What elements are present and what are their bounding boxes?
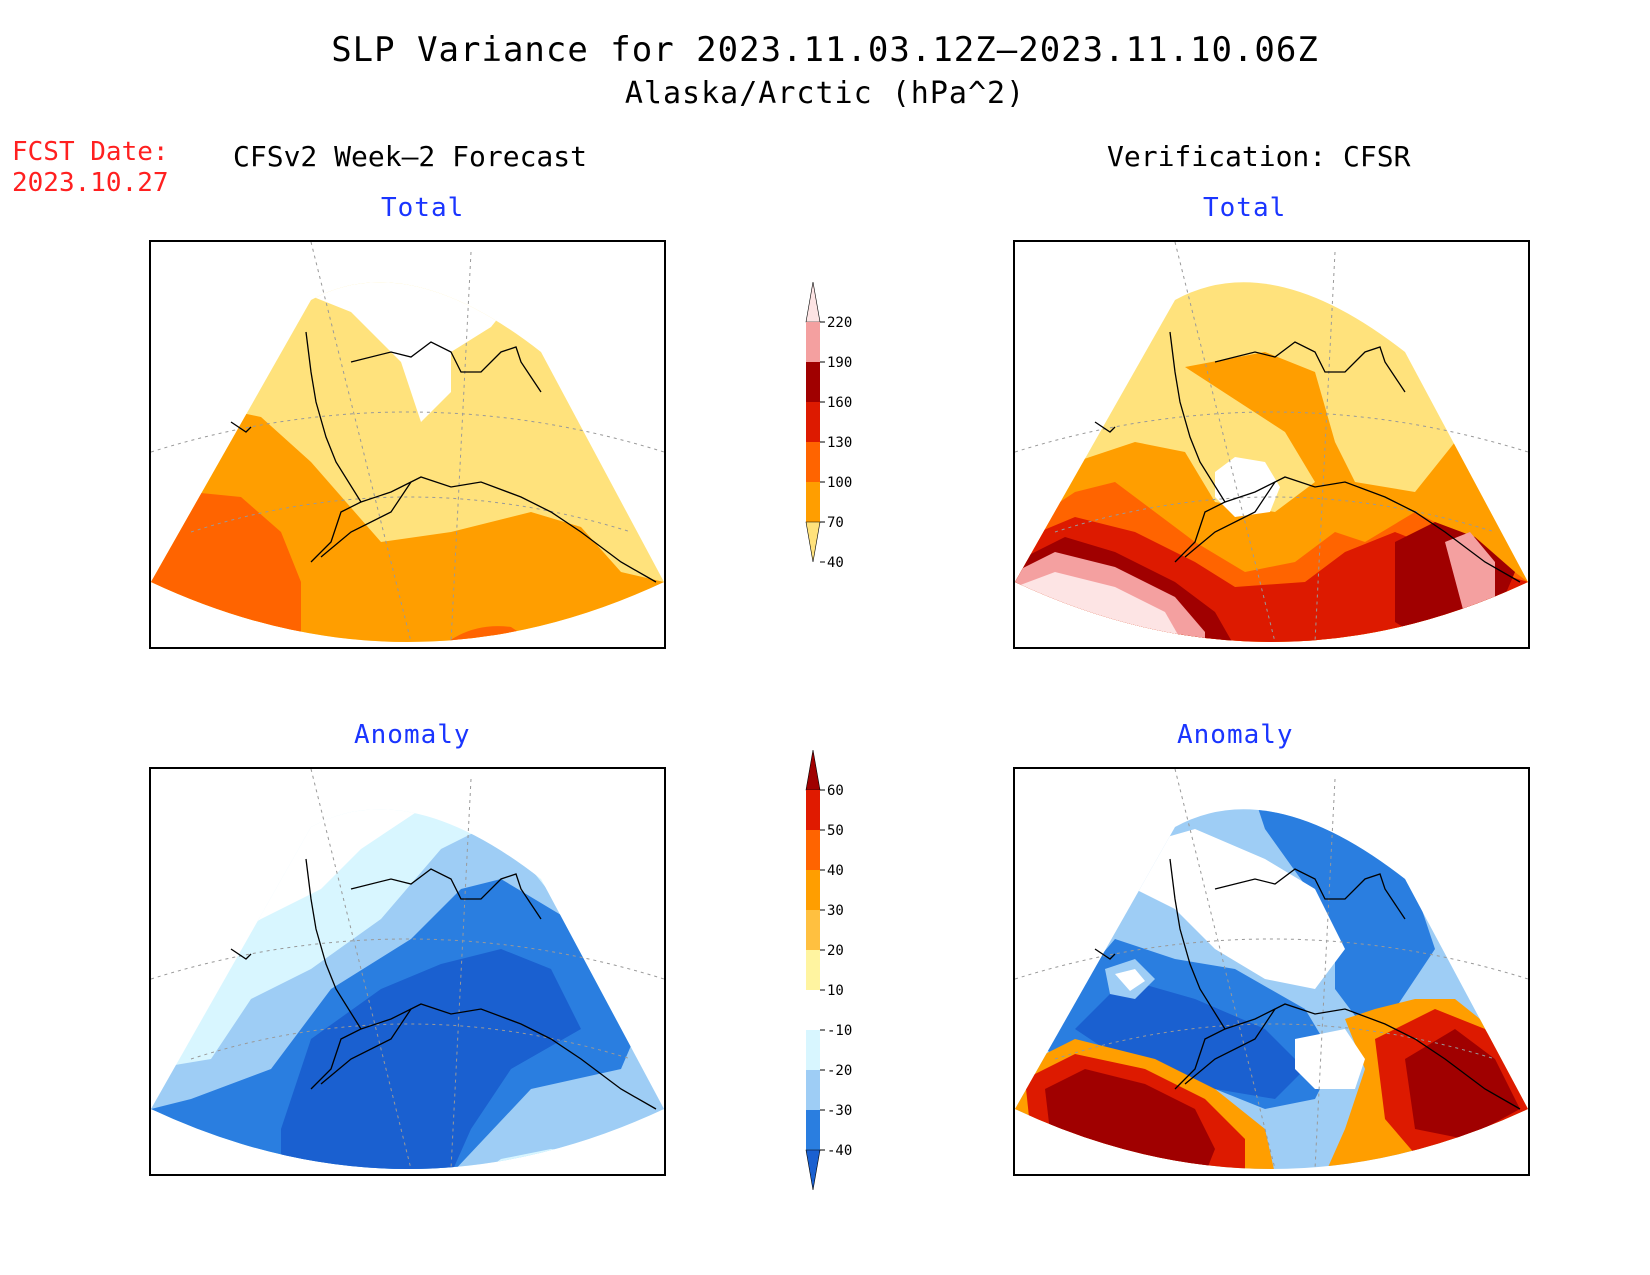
verification-total-contours <box>1015 242 1528 643</box>
colorbar-total-cap-bottom <box>805 521 821 563</box>
colorbar-total-cap-top <box>805 282 821 323</box>
colorbar-anomaly-label: 10 <box>827 983 844 999</box>
colorbar-total-swatch <box>806 362 820 402</box>
colorbar-anomaly-label: 30 <box>827 903 844 919</box>
map-forecast-total <box>149 240 666 649</box>
colorbar-anomaly-swatch <box>806 1030 820 1070</box>
map-verification-anomaly <box>1013 767 1530 1176</box>
verification-anomaly-contours <box>1015 769 1528 1170</box>
colorbar-anomaly-swatch <box>806 1070 820 1110</box>
colorbar-anomaly-swatch <box>806 830 820 870</box>
figure-subtitle: Alaska/Arctic (hPa^2) <box>624 76 1026 111</box>
colorbar-anomaly-label: 50 <box>827 823 844 839</box>
colorbar-anomaly-swatch <box>806 990 820 1030</box>
fcst-date-label: FCST Date: <box>12 137 169 167</box>
colorbar-total-label: 70 <box>827 515 844 531</box>
colorbar-anomaly-swatch <box>806 950 820 990</box>
colorbar-anomaly-cap-bottom <box>805 1149 821 1191</box>
colorbar-total-swatch <box>806 402 820 442</box>
forecast-total-contours <box>151 242 664 643</box>
fcst-date-block: FCST Date: 2023.10.27 <box>12 137 169 199</box>
colorbar-anomaly: 60 50 40 30 20 10 -10 -20 -30 -40 <box>805 750 852 1191</box>
colorbar-total-label: 130 <box>827 435 852 451</box>
colorbar-total-label: 160 <box>827 395 852 411</box>
map-forecast-anomaly <box>149 767 666 1176</box>
colorbar-total-label: 40 <box>827 555 844 571</box>
forecast-anomaly-contours <box>151 769 664 1170</box>
column-heading-forecast: CFSv2 Week–2 Forecast <box>233 140 588 173</box>
colorbar-total-label: 100 <box>827 475 852 491</box>
map-verification-total <box>1013 240 1530 649</box>
colorbar-anomaly-label: 60 <box>827 783 844 799</box>
colorbar-total-swatch <box>806 322 820 362</box>
colorbar-anomaly-label: -20 <box>827 1063 852 1079</box>
colorbar-anomaly-swatch <box>806 790 820 830</box>
colorbar-anomaly-swatch <box>806 870 820 910</box>
fcst-date-value: 2023.10.27 <box>12 168 169 198</box>
colorbar-total-swatch <box>806 442 820 482</box>
colorbar-anomaly-swatch <box>806 910 820 950</box>
panel-title-forecast-total: Total <box>381 193 465 223</box>
figure-title: SLP Variance for 2023.11.03.12Z–2023.11.… <box>331 30 1319 70</box>
colorbar-total-label: 220 <box>827 315 852 331</box>
panel-title-verification-total: Total <box>1203 193 1287 223</box>
colorbar-anomaly-label: 40 <box>827 863 844 879</box>
column-heading-verification: Verification: CFSR <box>1107 140 1411 173</box>
colorbar-anomaly-cap-top <box>805 750 821 791</box>
colorbar-anomaly-swatch <box>806 1110 820 1150</box>
colorbar-anomaly-label: -40 <box>827 1143 852 1159</box>
panel-title-verification-anomaly: Anomaly <box>1177 720 1294 750</box>
colorbar-total: 220 190 160 130 100 70 40 <box>805 282 852 571</box>
colorbar-anomaly-label: 20 <box>827 943 844 959</box>
colorbar-anomaly-label: -30 <box>827 1103 852 1119</box>
panel-title-forecast-anomaly: Anomaly <box>354 720 471 750</box>
colorbar-anomaly-label: -10 <box>827 1023 852 1039</box>
colorbar-total-swatch <box>806 482 820 522</box>
colorbar-total-label: 190 <box>827 355 852 371</box>
